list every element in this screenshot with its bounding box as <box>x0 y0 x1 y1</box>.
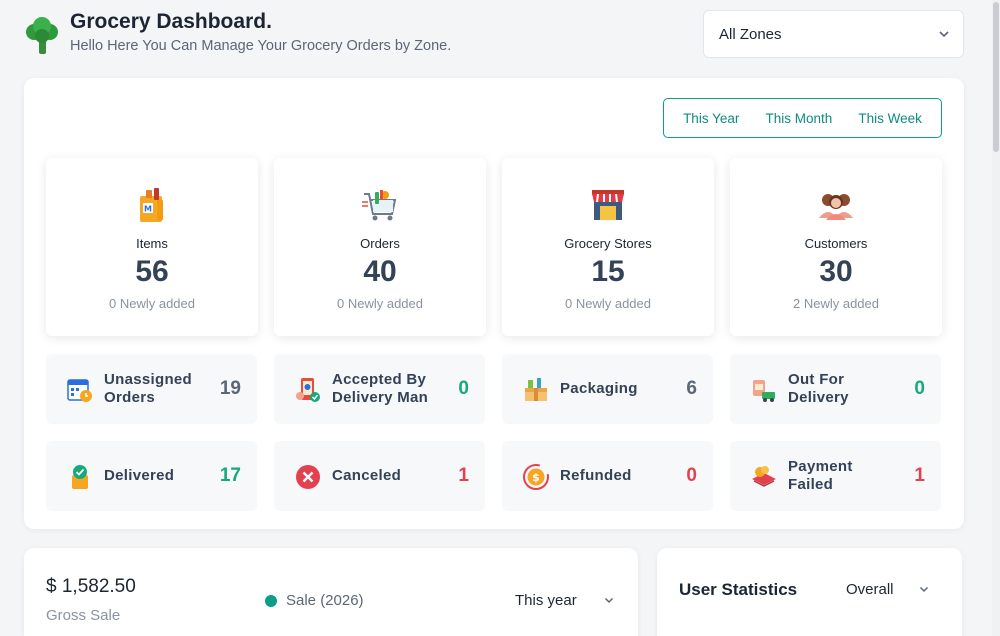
shopping-cart-icon <box>362 190 397 221</box>
stat-label: Items <box>136 236 168 251</box>
chevron-down-icon <box>604 597 614 604</box>
status-count: 19 <box>219 378 241 399</box>
user-statistics-title: User Statistics <box>679 580 798 599</box>
status-count: 1 <box>458 465 469 486</box>
user-statistics-filter-value: Overall <box>846 581 894 598</box>
calendar-clock-icon <box>67 379 92 402</box>
stat-label: Grocery Stores <box>564 236 652 251</box>
page-scrollbar[interactable] <box>992 0 1000 636</box>
chevron-down-icon <box>939 31 949 38</box>
broccoli-logo-icon <box>26 17 58 54</box>
status-label: Canceled <box>332 467 402 484</box>
stat-newly-added: 0 Newly added <box>565 296 651 311</box>
status-count: 17 <box>219 465 241 486</box>
stat-newly-added: 0 Newly added <box>337 296 423 311</box>
stat-card-grocery-stores[interactable]: Grocery Stores 15 0 Newly added <box>502 158 714 336</box>
svg-text:$: $ <box>532 471 540 484</box>
dashboard-stats-card: This Year This Month This Week M Items 5… <box>24 78 964 529</box>
tab-this-week[interactable]: This Week <box>858 110 922 126</box>
gross-sale-amount: $ 1,582.50 <box>46 576 136 597</box>
stat-newly-added: 2 Newly added <box>793 296 879 311</box>
stat-label: Customers <box>804 236 868 251</box>
delivery-truck-icon <box>753 380 775 402</box>
status-label: Out For Delivery <box>788 371 849 406</box>
page-subtitle: Hello Here You Can Manage Your Grocery O… <box>70 38 452 54</box>
delivery-phone-icon <box>296 378 320 402</box>
status-delivered[interactable]: Delivered 17 <box>46 441 257 511</box>
stat-label: Orders <box>360 236 400 251</box>
user-statistics-card: User Statistics Overall <box>657 548 962 636</box>
user-statistics-filter[interactable]: Overall <box>846 581 929 598</box>
stat-newly-added: 0 Newly added <box>109 296 195 311</box>
zone-select-value: All Zones <box>719 26 782 43</box>
status-count: 1 <box>914 465 925 486</box>
status-count: 6 <box>686 378 697 399</box>
store-icon <box>592 190 624 220</box>
sale-legend-label: Sale (2026) <box>286 592 364 609</box>
svg-text:M: M <box>144 205 152 214</box>
cancel-icon <box>296 465 320 489</box>
stat-card-items[interactable]: M Items 56 0 Newly added <box>46 158 258 336</box>
sale-legend-dot <box>265 595 277 607</box>
status-accepted-by-delivery-man[interactable]: Accepted By Delivery Man 0 <box>274 354 485 424</box>
zone-select[interactable]: All Zones <box>703 10 964 58</box>
stat-card-customers[interactable]: Customers 30 2 Newly added <box>730 158 942 336</box>
status-packaging[interactable]: Packaging 6 <box>502 354 713 424</box>
status-count: 0 <box>458 378 469 399</box>
status-refunded[interactable]: $ Refunded 0 <box>502 441 713 511</box>
status-count: 0 <box>914 378 925 399</box>
gross-sale-label: Gross Sale <box>46 607 121 624</box>
status-count: 0 <box>686 465 697 486</box>
status-label: Unassigned Orders <box>104 371 193 406</box>
stat-value: 40 <box>363 255 397 288</box>
package-icon <box>525 378 547 401</box>
stat-card-orders[interactable]: Orders 40 0 Newly added <box>274 158 486 336</box>
status-label: Payment Failed <box>788 458 853 493</box>
status-label: Accepted By Delivery Man <box>332 371 429 406</box>
stat-value: 56 <box>135 255 169 288</box>
stat-value: 30 <box>819 255 853 288</box>
sale-period-select[interactable]: This year <box>515 592 614 609</box>
status-payment-failed[interactable]: Payment Failed 1 <box>730 441 941 511</box>
delivered-check-icon <box>72 465 88 489</box>
status-out-for-delivery[interactable]: Out For Delivery 0 <box>730 354 941 424</box>
status-canceled[interactable]: Canceled 1 <box>274 441 485 511</box>
refund-icon: $ <box>523 464 549 490</box>
tab-this-month[interactable]: This Month <box>765 110 833 126</box>
period-filter: This Year This Month This Week <box>663 98 942 138</box>
status-label: Refunded <box>560 467 632 484</box>
page-title: Grocery Dashboard. <box>70 10 272 33</box>
status-label: Packaging <box>560 380 638 397</box>
status-label: Delivered <box>104 467 175 484</box>
payment-failed-icon <box>752 466 776 487</box>
grocery-bag-icon: M <box>140 188 163 222</box>
customers-icon <box>819 194 853 220</box>
chevron-down-icon <box>919 586 929 593</box>
status-unassigned-orders[interactable]: Unassigned Orders 19 <box>46 354 257 424</box>
sale-period-value: This year <box>515 592 577 609</box>
scrollbar-thumb[interactable] <box>993 2 999 152</box>
stat-value: 15 <box>591 255 625 288</box>
tab-this-year[interactable]: This Year <box>683 110 740 126</box>
gross-sale-card: $ 1,582.50 Gross Sale Sale (2026) This y… <box>24 548 638 636</box>
page-header: Grocery Dashboard. Hello Here You Can Ma… <box>24 8 964 64</box>
